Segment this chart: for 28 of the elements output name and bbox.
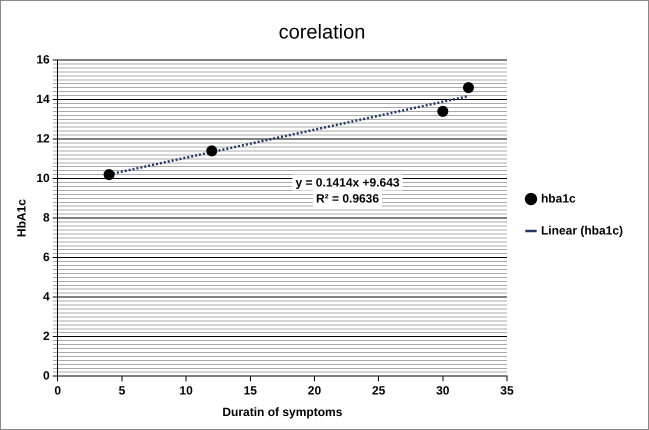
legend-label: Linear (hba1c) (540, 223, 624, 238)
point (206, 145, 218, 156)
y-tick-label: 6 (43, 250, 50, 264)
y-tick-label: 12 (36, 131, 50, 146)
x-tick-label: 30 (436, 384, 450, 398)
x-tick-label: 10 (179, 384, 194, 398)
y-tick-label: 16 (36, 52, 50, 66)
annotation: R² = 0.9636 (316, 191, 380, 206)
x-tick-label: 20 (308, 384, 322, 398)
point (462, 82, 474, 94)
y-axis-title: HbA1c (14, 198, 29, 238)
y-tick-label: 4 (43, 289, 50, 304)
x-tick-label: 15 (244, 384, 258, 398)
y-tick-label: 2 (43, 328, 50, 343)
annotation: y = 0.1414x +9.643 (295, 175, 400, 190)
point (104, 169, 115, 180)
legend-label: hba1c (540, 191, 576, 206)
x-tick-label: 35 (500, 384, 514, 398)
y-tick-label: 0 (43, 368, 50, 383)
x-tick-label: 0 (54, 384, 62, 398)
y-tick-label: 10 (36, 170, 50, 185)
x-axis-title: Duratin of symptoms (222, 405, 343, 420)
chart-title: corelation (278, 22, 366, 44)
y-tick-label: 8 (43, 210, 50, 224)
y-tick-label: 14 (36, 92, 50, 106)
x-tick-label: 5 (118, 384, 126, 398)
point (437, 106, 448, 117)
x-tick-label: 25 (372, 384, 386, 398)
